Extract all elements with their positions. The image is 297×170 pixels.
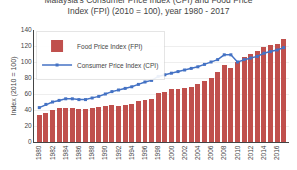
svg-text:Index (2010 = 100): Index (2010 = 100): [10, 57, 18, 116]
svg-text:1994: 1994: [128, 145, 135, 160]
svg-text:1988: 1988: [88, 145, 95, 160]
svg-text:0: 0: [28, 138, 32, 145]
svg-text:1980: 1980: [35, 145, 42, 160]
svg-text:120: 120: [21, 42, 32, 49]
svg-text:1986: 1986: [75, 145, 82, 160]
svg-text:2002: 2002: [181, 145, 188, 160]
svg-text:1982: 1982: [49, 145, 56, 160]
svg-text:20: 20: [24, 122, 32, 129]
svg-text:1998: 1998: [154, 145, 161, 160]
svg-text:Malaysia's Consumer Price Inde: Malaysia's Consumer Price Index (CPI) an…: [44, 0, 252, 16]
svg-text:Consumer Price Index (CPI): Consumer Price Index (CPI): [77, 62, 158, 70]
svg-text:100: 100: [21, 58, 32, 65]
svg-text:1992: 1992: [115, 145, 122, 160]
svg-text:2012: 2012: [247, 145, 254, 160]
svg-text:1984: 1984: [62, 145, 69, 160]
svg-text:140: 140: [21, 26, 32, 33]
svg-text:Food Price Index (FPI): Food Price Index (FPI): [77, 43, 142, 51]
svg-text:1990: 1990: [101, 145, 108, 160]
svg-text:40: 40: [24, 106, 32, 113]
svg-text:2010: 2010: [234, 145, 241, 160]
svg-text:2004: 2004: [194, 145, 201, 160]
svg-text:2006: 2006: [207, 145, 214, 160]
svg-text:80: 80: [24, 74, 32, 81]
svg-text:2008: 2008: [220, 145, 227, 160]
svg-text:2014: 2014: [260, 145, 267, 160]
svg-text:60: 60: [24, 90, 32, 97]
svg-text:2016: 2016: [273, 145, 280, 160]
svg-text:1996: 1996: [141, 145, 148, 160]
svg-text:2000: 2000: [168, 145, 175, 160]
